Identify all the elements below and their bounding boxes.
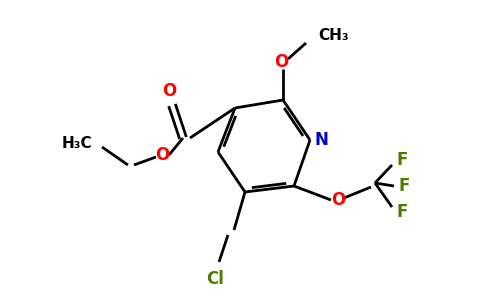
Text: N: N <box>314 131 328 149</box>
Text: F: F <box>396 151 408 169</box>
Text: O: O <box>274 53 288 71</box>
Text: H₃C: H₃C <box>61 136 92 151</box>
Text: O: O <box>155 146 169 164</box>
Text: CH₃: CH₃ <box>318 28 348 44</box>
Text: Cl: Cl <box>206 270 224 288</box>
Text: F: F <box>399 177 410 195</box>
Text: O: O <box>331 191 345 209</box>
Text: F: F <box>396 203 408 221</box>
Text: O: O <box>162 82 176 100</box>
